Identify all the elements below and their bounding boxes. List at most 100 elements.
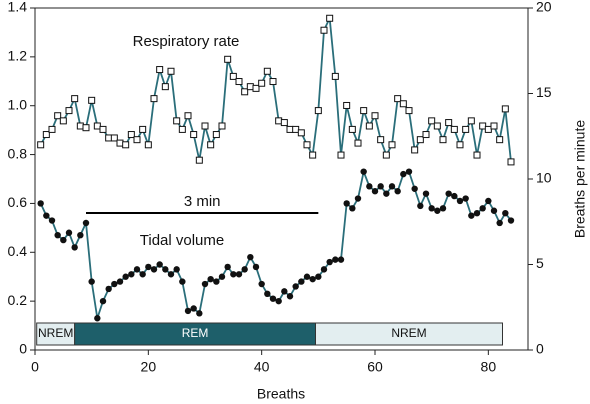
point: [303, 273, 311, 280]
point: [258, 280, 265, 288]
point: [178, 125, 186, 133]
y-tick-label: 1.4: [8, 0, 28, 15]
point: [479, 205, 486, 212]
point: [111, 280, 118, 288]
point: [190, 305, 197, 312]
point: [490, 122, 498, 130]
y-tick-label: 0.6: [8, 194, 28, 210]
point: [400, 170, 407, 178]
point: [320, 266, 328, 273]
point: [388, 183, 396, 190]
point: [161, 83, 169, 91]
point: [309, 275, 316, 283]
point: [399, 100, 407, 108]
point: [258, 79, 266, 87]
point: [167, 271, 175, 278]
point: [110, 134, 118, 142]
point: [252, 84, 260, 92]
point: [377, 136, 385, 144]
point: [48, 217, 56, 224]
point: [315, 273, 322, 280]
point: [76, 122, 84, 130]
point: [433, 122, 441, 130]
stage-label: NREM: [38, 326, 73, 340]
point: [366, 183, 373, 190]
x-tick-label: 60: [367, 359, 383, 375]
point: [501, 105, 509, 113]
point: [303, 141, 311, 149]
point: [54, 112, 62, 120]
point: [82, 124, 90, 132]
point: [326, 14, 334, 22]
point: [298, 278, 305, 285]
point: [314, 107, 322, 115]
point: [445, 119, 453, 127]
point: [212, 131, 220, 139]
point: [467, 117, 475, 125]
stage-bar: [315, 322, 503, 346]
point: [348, 125, 356, 133]
point: [496, 219, 503, 227]
point: [213, 278, 220, 285]
point: [65, 107, 73, 115]
y2-tick-label: 10: [536, 170, 552, 186]
plot-frame: [34, 7, 529, 351]
point: [184, 307, 192, 315]
point: [201, 122, 209, 130]
point: [371, 112, 379, 120]
point: [218, 273, 226, 280]
point: [133, 266, 141, 273]
point: [173, 117, 181, 125]
point: [280, 119, 288, 127]
point: [128, 271, 135, 278]
point: [88, 96, 96, 104]
point: [416, 136, 424, 144]
point: [485, 197, 492, 205]
point: [94, 315, 101, 322]
point: [144, 141, 152, 149]
point: [93, 122, 101, 130]
point: [150, 95, 158, 103]
point: [196, 310, 203, 317]
point: [59, 117, 67, 125]
span-label: 3 min: [184, 193, 221, 210]
y-tick-label: 0.4: [8, 243, 28, 259]
series-label: Respiratory rate: [133, 33, 240, 50]
series-label: Tidal volume: [140, 232, 224, 249]
y2-axis-label: Breaths per minute: [572, 120, 588, 238]
point: [343, 200, 350, 207]
point: [309, 151, 317, 159]
point: [496, 136, 504, 144]
point: [428, 205, 435, 212]
point: [394, 188, 401, 195]
point: [490, 207, 498, 214]
point: [263, 67, 271, 75]
point: [411, 146, 419, 154]
point: [218, 122, 226, 130]
point: [224, 263, 231, 271]
point: [292, 125, 300, 133]
y2-tick-label: 20: [536, 0, 552, 15]
point: [77, 231, 84, 239]
point: [246, 83, 254, 91]
point: [343, 101, 351, 109]
point: [354, 195, 362, 202]
point: [422, 190, 430, 197]
point: [326, 258, 333, 266]
point: [207, 275, 214, 283]
point: [60, 236, 67, 244]
point: [235, 78, 243, 86]
point: [54, 231, 61, 239]
point: [82, 219, 90, 227]
point: [145, 263, 152, 271]
point: [468, 212, 475, 219]
y-tick-label: 1.0: [8, 96, 28, 112]
point: [507, 217, 515, 224]
point: [411, 185, 418, 192]
y-tick-label: 0: [19, 341, 27, 357]
point: [88, 278, 95, 285]
point: [275, 117, 283, 125]
point: [201, 280, 209, 288]
point: [275, 297, 282, 305]
point: [365, 122, 373, 130]
